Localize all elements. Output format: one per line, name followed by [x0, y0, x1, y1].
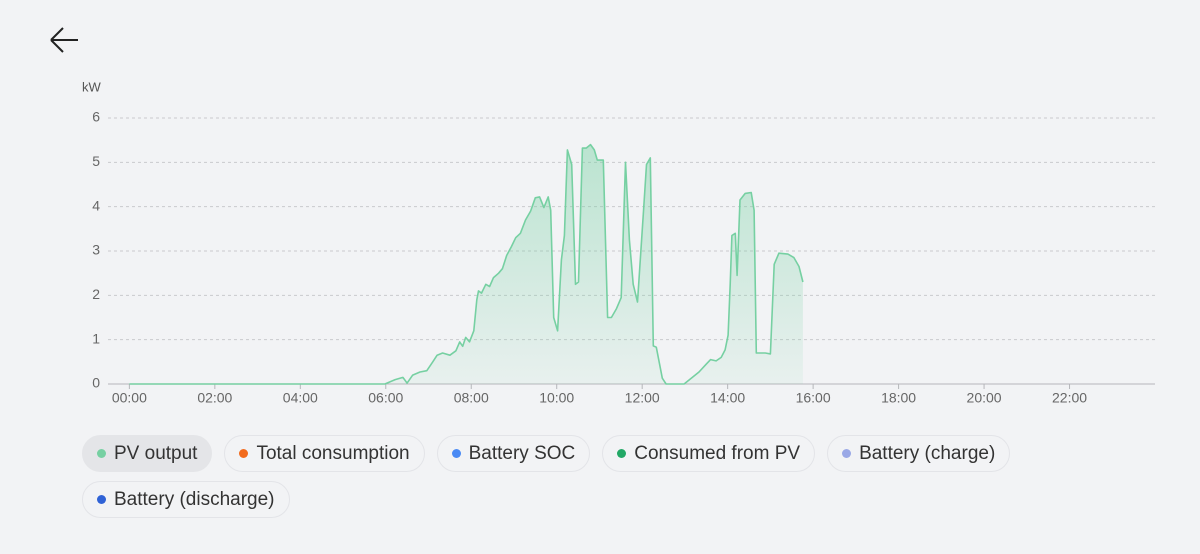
x-tick-label: 12:00: [625, 390, 660, 406]
y-tick-label: 4: [92, 197, 100, 213]
x-tick-label: 04:00: [283, 390, 318, 406]
y-tick-label: 6: [92, 109, 100, 125]
x-tick-label: 14:00: [710, 390, 745, 406]
x-tick-label: 02:00: [197, 390, 232, 406]
legend-dot: [97, 449, 106, 458]
y-tick-label: 0: [92, 375, 100, 391]
legend-item[interactable]: Total consumption: [224, 435, 425, 472]
legend: PV output Total consumption Battery SOC Con…: [82, 435, 1052, 518]
x-tick-label: 18:00: [881, 390, 916, 406]
x-tick-label: 10:00: [539, 390, 574, 406]
y-tick-label: 1: [92, 330, 100, 346]
y-tick-label: 5: [92, 153, 100, 169]
legend-dot: [617, 449, 627, 458]
legend-item[interactable]: Battery SOC: [436, 435, 591, 472]
legend-label: Battery (discharge): [114, 488, 275, 510]
legend-label: Total consumption: [256, 442, 410, 464]
x-tick-label: 22:00: [1052, 390, 1087, 406]
x-tick-label: 20:00: [967, 390, 1002, 406]
legend-dot: [97, 495, 106, 504]
legend-label: Battery SOC: [468, 442, 576, 464]
legend-item[interactable]: Battery (charge): [827, 435, 1011, 472]
y-axis-unit: kW: [82, 79, 102, 94]
legend-item[interactable]: Consumed from PV: [602, 435, 816, 472]
y-tick-label: 2: [92, 286, 100, 302]
x-tick-label: 00:00: [112, 390, 147, 406]
y-tick-label: 3: [92, 242, 100, 258]
legend-item[interactable]: Battery (discharge): [82, 481, 290, 518]
legend-item[interactable]: PV output: [82, 435, 213, 472]
area-fill: [129, 144, 803, 384]
legend-dot: [842, 449, 852, 458]
back-button[interactable]: [50, 27, 78, 53]
x-tick-label: 06:00: [368, 390, 403, 406]
legend-dot: [451, 449, 461, 458]
legend-dot: [239, 449, 249, 458]
legend-label: Battery (charge): [859, 442, 996, 464]
area-line: [129, 143, 804, 385]
x-tick-label: 08:00: [454, 390, 489, 406]
legend-label: PV output: [114, 442, 198, 464]
x-tick-label: 16:00: [796, 390, 831, 406]
back-arrow[interactable]: [50, 27, 78, 53]
legend-label: Consumed from PV: [634, 442, 801, 464]
